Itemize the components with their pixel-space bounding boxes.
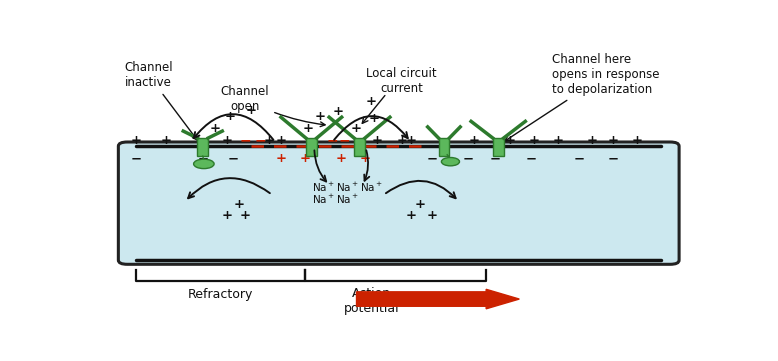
Text: −: − bbox=[426, 152, 437, 165]
Text: +: + bbox=[405, 134, 416, 147]
Text: Channel here
opens in response
to depolarization: Channel here opens in response to depola… bbox=[505, 53, 660, 141]
Text: −: − bbox=[131, 152, 142, 165]
Text: +: + bbox=[161, 134, 172, 147]
Text: +: + bbox=[209, 122, 220, 135]
FancyBboxPatch shape bbox=[118, 142, 679, 264]
Text: −: − bbox=[462, 152, 474, 165]
Text: Channel
open: Channel open bbox=[221, 85, 325, 127]
FancyArrow shape bbox=[356, 289, 520, 309]
Circle shape bbox=[194, 159, 214, 169]
Text: +: + bbox=[222, 209, 233, 222]
Text: +: + bbox=[351, 122, 362, 135]
Circle shape bbox=[441, 157, 460, 166]
Text: +: + bbox=[224, 110, 236, 123]
Text: +: + bbox=[360, 152, 371, 165]
Text: Action
potential: Action potential bbox=[344, 287, 399, 314]
Text: +: + bbox=[336, 152, 347, 165]
Text: −: − bbox=[254, 133, 266, 147]
Text: +: + bbox=[608, 134, 619, 147]
Text: Na$^+$: Na$^+$ bbox=[336, 181, 359, 195]
Text: Refractory: Refractory bbox=[188, 288, 254, 301]
FancyBboxPatch shape bbox=[354, 138, 365, 156]
Text: +: + bbox=[632, 134, 643, 147]
Text: +: + bbox=[369, 112, 380, 125]
Text: +: + bbox=[275, 152, 286, 165]
Text: −: − bbox=[607, 152, 619, 165]
Text: +: + bbox=[222, 134, 233, 147]
FancyBboxPatch shape bbox=[492, 138, 503, 156]
Text: Na$^+$: Na$^+$ bbox=[312, 192, 335, 205]
Text: Na$^+$: Na$^+$ bbox=[336, 192, 359, 205]
Text: +: + bbox=[246, 104, 257, 117]
Text: +: + bbox=[529, 134, 540, 147]
Text: +: + bbox=[553, 134, 564, 147]
FancyBboxPatch shape bbox=[306, 138, 317, 156]
Text: +: + bbox=[586, 134, 598, 147]
FancyBboxPatch shape bbox=[439, 138, 450, 156]
Text: −: − bbox=[239, 133, 251, 147]
Text: Na$^+$: Na$^+$ bbox=[312, 181, 335, 195]
Text: +: + bbox=[333, 105, 344, 118]
Text: +: + bbox=[300, 152, 310, 165]
Text: −: − bbox=[489, 152, 501, 165]
Text: +: + bbox=[468, 134, 479, 147]
Text: +: + bbox=[264, 134, 275, 147]
Text: +: + bbox=[303, 122, 314, 135]
Text: −: − bbox=[327, 133, 338, 147]
Text: Local circuit
current: Local circuit current bbox=[366, 67, 437, 95]
Text: +: + bbox=[366, 95, 377, 108]
Text: +: + bbox=[275, 134, 286, 147]
Text: +: + bbox=[131, 134, 142, 147]
Text: −: − bbox=[227, 152, 239, 165]
Text: −: − bbox=[197, 152, 209, 165]
Text: Na$^+$: Na$^+$ bbox=[360, 181, 383, 195]
Text: −: − bbox=[526, 152, 537, 165]
Text: +: + bbox=[405, 209, 416, 222]
Text: −: − bbox=[338, 133, 350, 147]
Text: +: + bbox=[233, 198, 244, 211]
Text: +: + bbox=[240, 209, 251, 222]
Text: +: + bbox=[426, 209, 437, 222]
Text: Channel
inactive: Channel inactive bbox=[124, 61, 197, 140]
Text: +: + bbox=[396, 134, 407, 147]
Text: +: + bbox=[372, 134, 383, 147]
Text: +: + bbox=[415, 198, 426, 211]
FancyBboxPatch shape bbox=[198, 138, 209, 156]
Text: +: + bbox=[505, 134, 516, 147]
Text: −: − bbox=[574, 152, 585, 165]
Text: +: + bbox=[315, 110, 326, 123]
